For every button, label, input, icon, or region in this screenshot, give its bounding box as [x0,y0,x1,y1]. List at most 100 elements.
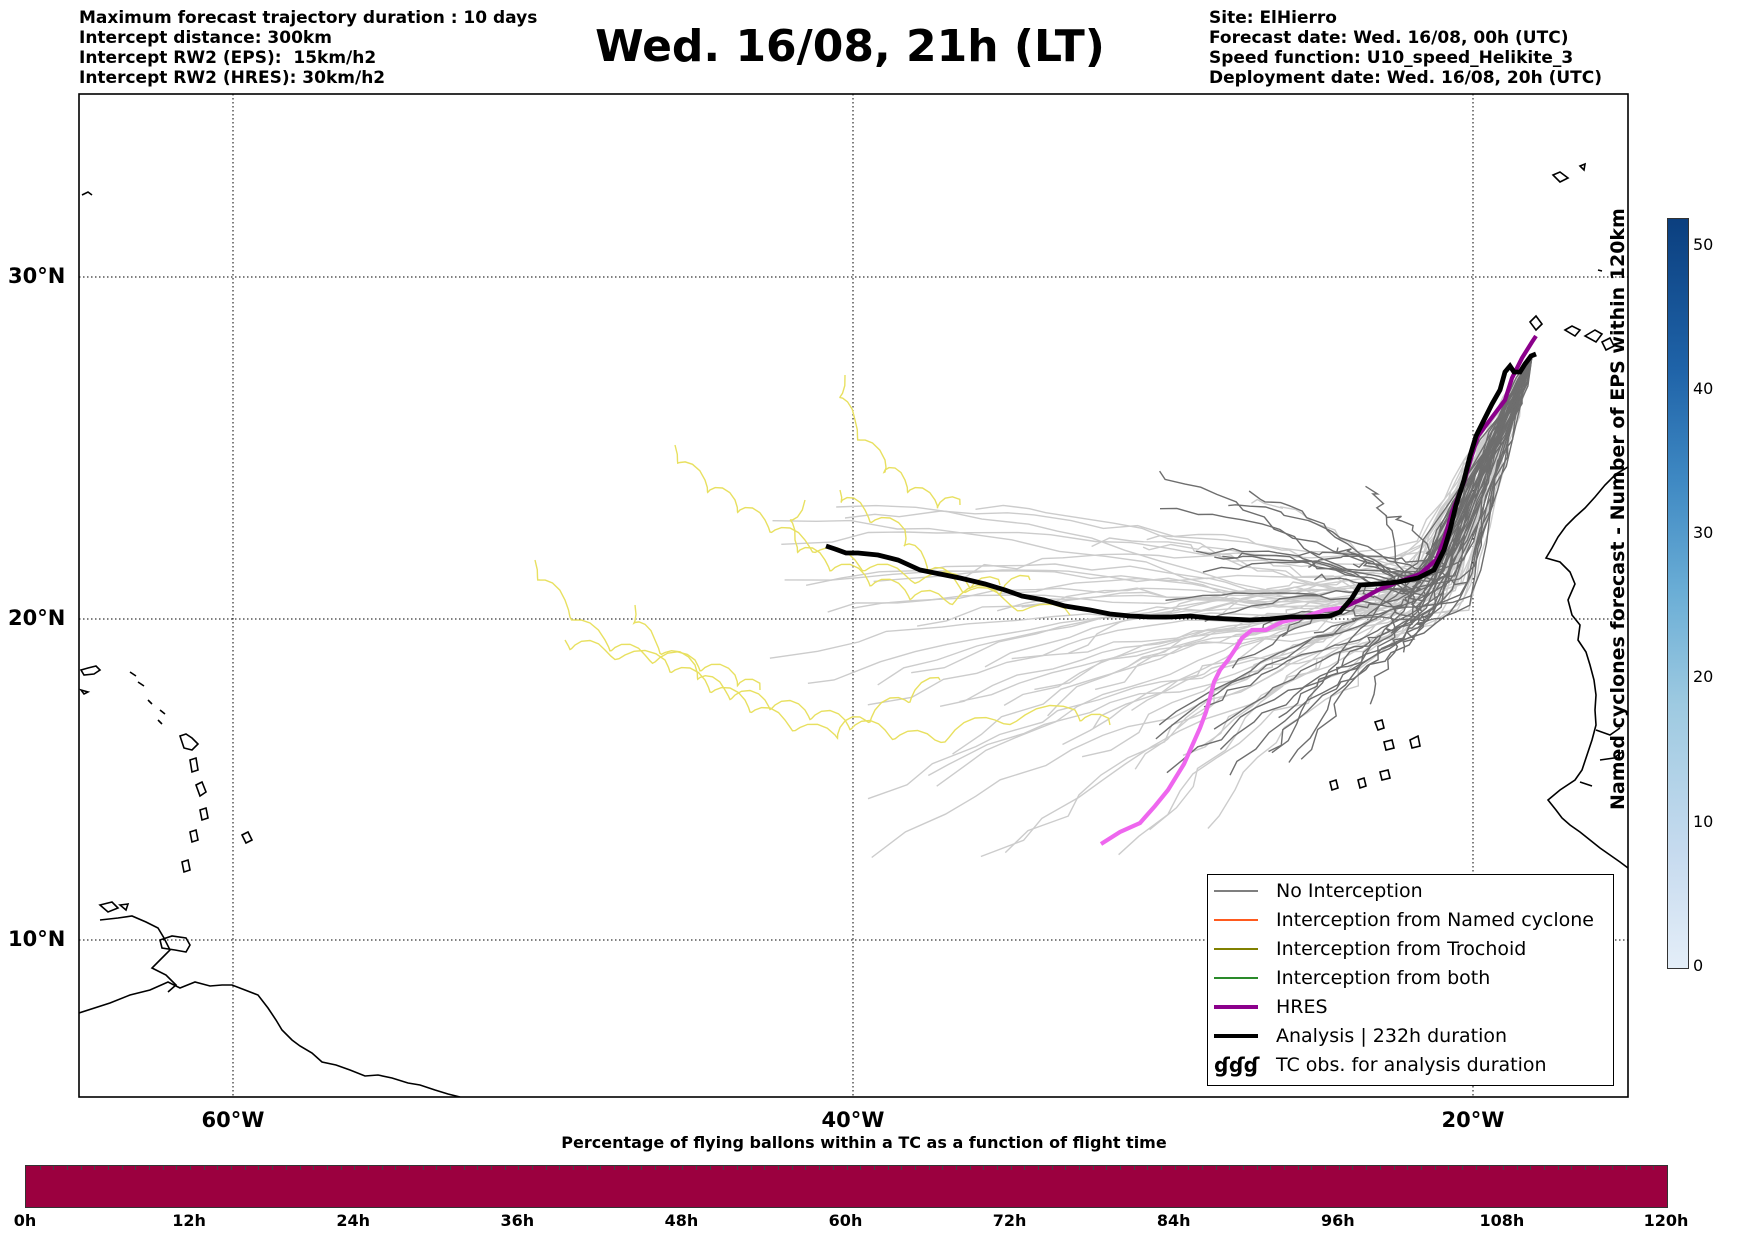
legend-label-trochoid: Interception from Trochoid [1276,938,1527,960]
flight-time-minor-tick [1092,1166,1094,1170]
flight-time-minor-tick [39,1166,41,1170]
flight-time-minor-tick [805,1166,807,1170]
site-text: Site: ElHierro [1209,8,1337,28]
map-frame [78,93,1629,1098]
flight-time-minor-tick [832,1166,834,1170]
eps-trajectory-dark [1155,355,1533,740]
cb-right-tick-20: 20 [1693,667,1714,686]
flight-time-minor-tick [1215,1166,1217,1170]
flight-time-minor-tick [531,1166,533,1170]
flight-time-minor-tick [1270,1166,1272,1170]
flight-time-minor-tick [1530,1166,1532,1170]
flight-time-minor-tick [1557,1166,1559,1170]
lesser-antilles-6 [181,858,191,874]
flight-time-minor-tick [94,1166,96,1170]
legend-label-both: Interception from both [1276,967,1491,989]
flight-time-minor-tick [354,1166,356,1170]
flight-time-minor-tick [600,1166,602,1170]
flight-time-minor-tick [1024,1166,1026,1170]
flight-time-minor-tick [231,1166,233,1170]
flight-time-minor-tick [1243,1166,1245,1170]
intercept-distance-text: Intercept distance: 300km [79,28,332,48]
legend-item-analysis: Analysis | 232h duration [1214,1022,1507,1050]
flight-time-minor-tick [983,1166,985,1170]
eps-trajectory-dark [1158,355,1533,726]
flight-time-minor-tick [1174,1166,1176,1170]
analysis-trajectory [825,351,1537,623]
forecast-date-text: Forecast date: Wed. 16/08, 00h (UTC) [1209,28,1569,48]
legend-label-hres: HRES [1276,996,1328,1018]
flight-time-tick-24h: 24h [336,1211,371,1230]
flight-time-minor-tick [149,1166,151,1170]
flight-time-minor-tick [1639,1166,1641,1170]
flight-time-minor-tick [326,1166,328,1170]
flight-time-minor-tick [682,1166,684,1170]
flight-time-minor-tick [641,1166,643,1170]
speed-function-text: Speed function: U10_speed_Helikite_3 [1209,48,1574,68]
cb-right-tick-40: 40 [1693,379,1714,398]
flight-time-minor-tick [1256,1166,1258,1170]
legend-item-trochoid: Interception from Trochoid [1214,935,1526,963]
flight-time-tick-12h: 12h [172,1211,206,1230]
flight-time-minor-tick [53,1166,55,1170]
max-duration-text: Maximum forecast trajectory duration : 1… [79,8,538,28]
hres-trajectory-early [1099,605,1343,846]
eps-trajectory-light [1149,355,1533,831]
flight-time-minor-tick [1229,1166,1231,1170]
flight-time-minor-tick [846,1166,848,1170]
flight-time-minor-tick [996,1166,998,1170]
flight-time-minor-tick [1297,1166,1299,1170]
flight-time-minor-tick [668,1166,670,1170]
flight-time-minor-tick [1051,1166,1053,1170]
flight-time-minor-tick [367,1166,369,1170]
flight-time-minor-tick [1379,1166,1381,1170]
flight-time-minor-tick [504,1166,506,1170]
flight-time-minor-tick [1325,1166,1327,1170]
flight-time-minor-tick [1120,1166,1121,1170]
flight-time-tick-36h: 36h [500,1211,535,1230]
flight-time-minor-tick [696,1166,698,1170]
flight-time-minor-tick [860,1166,862,1170]
flight-time-minor-tick [750,1166,752,1170]
eps-trajectory-dark [1166,355,1533,774]
flight-time-minor-tick [1133,1166,1135,1170]
flight-time-minor-tick [313,1166,315,1170]
lon-label-20w: 20°W [1441,1108,1505,1132]
flight-time-tick-72h: 72h [992,1211,1027,1230]
cape-verde-islands [1329,719,1421,792]
flight-time-minor-tick [586,1166,588,1170]
legend-label-analysis: Analysis | 232h duration [1276,1025,1508,1047]
eps-trajectory-dark [1159,355,1533,578]
trochoid-loop-track [839,489,1071,616]
flight-time-minor-tick [490,1166,492,1170]
flight-time-colorbar-title: Percentage of flying ballons within a TC… [561,1133,1167,1152]
flight-time-minor-tick [709,1166,711,1170]
eps-trajectory-light [952,355,1533,755]
flight-time-minor-tick [1612,1166,1614,1170]
flight-time-minor-tick [1584,1166,1586,1170]
flight-time-tick-84h: 84h [1156,1211,1191,1230]
flight-time-minor-tick [559,1166,561,1170]
flight-time-minor-tick [1338,1166,1340,1170]
flight-time-minor-tick [1393,1166,1395,1170]
flight-time-tick-48h: 48h [664,1211,699,1230]
flight-time-minor-tick [1475,1166,1477,1170]
madeira-islands [1551,162,1587,183]
flight-time-tick-108h: 108h [1479,1211,1525,1230]
flight-time-minor-tick [67,1166,69,1170]
lesser-antilles-1 [178,733,200,751]
flight-time-minor-tick [408,1166,410,1170]
legend-swatch-named-cyclone [1214,919,1258,921]
flight-time-minor-tick [1065,1166,1067,1170]
flight-time-minor-tick [955,1166,957,1170]
flight-time-minor-tick [1078,1166,1080,1170]
eps-trajectories-near [1155,355,1533,776]
trochoid-loop-track [564,639,941,740]
lesser-antilles-4 [199,806,209,822]
legend-item-tc-obs: ɠɠɠ TC obs. for analysis duration [1214,1051,1547,1079]
flight-time-minor-tick [928,1166,930,1170]
flight-time-minor-tick [1311,1166,1313,1170]
flight-time-minor-tick [1502,1166,1504,1170]
intercept-eps-text: Intercept RW2 (EPS): 15km/h2 [79,48,377,68]
flight-time-minor-tick [422,1166,424,1170]
